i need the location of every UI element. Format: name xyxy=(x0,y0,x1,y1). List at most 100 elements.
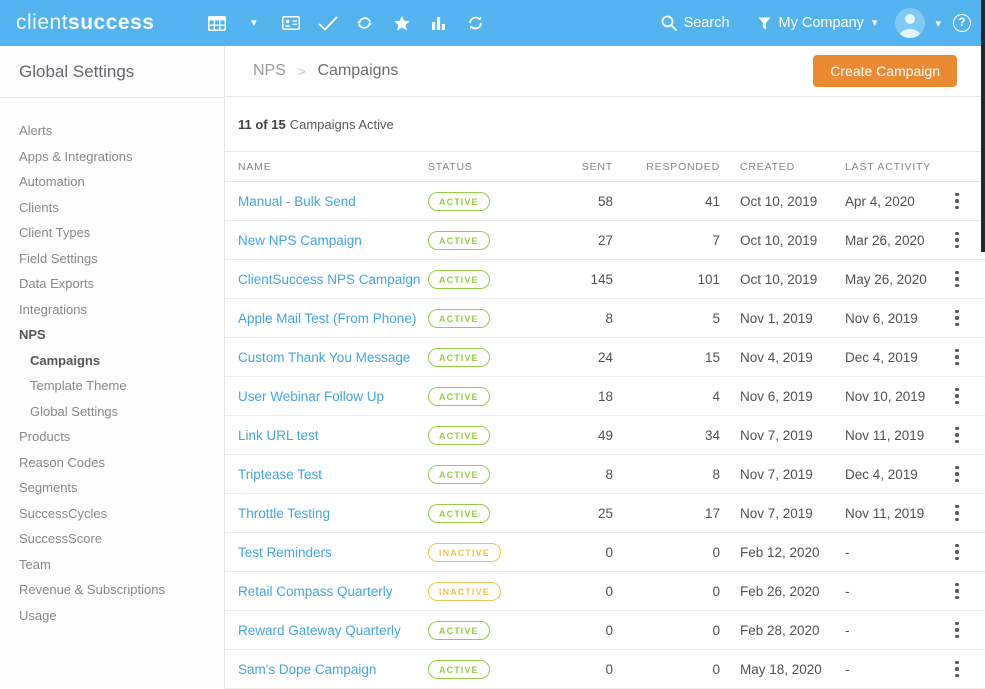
table-row: Custom Thank You Message ACTIVE 24 15 No… xyxy=(225,338,985,378)
row-actions-kebab-icon[interactable] xyxy=(952,268,962,291)
campaign-name-link[interactable]: ClientSuccess NPS Campaign xyxy=(238,271,421,287)
breadcrumb-nps-link[interactable]: NPS xyxy=(253,62,286,80)
campaign-name-link[interactable]: Triptease Test xyxy=(238,466,323,482)
responded-value: 41 xyxy=(704,193,720,209)
sidebar-item-products[interactable]: Products xyxy=(0,424,224,450)
campaign-name-link[interactable]: Throttle Testing xyxy=(238,505,331,521)
row-actions-kebab-icon[interactable] xyxy=(952,541,962,564)
reports-bar-chart-icon[interactable] xyxy=(420,8,457,38)
sidebar-item-field-settings[interactable]: Field Settings xyxy=(0,246,224,272)
refresh-cycle-icon[interactable] xyxy=(457,8,494,38)
settings-sidebar: Global Settings Alerts Apps & Integratio… xyxy=(0,46,225,689)
row-actions-kebab-icon[interactable] xyxy=(952,502,962,525)
tasks-check-icon[interactable] xyxy=(309,8,346,38)
sidebar-item-template-theme[interactable]: Template Theme xyxy=(0,373,224,399)
sidebar-item-apps-integrations[interactable]: Apps & Integrations xyxy=(0,144,224,170)
sidebar-item-global-settings[interactable]: Global Settings xyxy=(0,399,224,425)
campaign-name-link[interactable]: New NPS Campaign xyxy=(238,232,362,248)
column-header-responded[interactable]: RESPONDED xyxy=(646,160,720,173)
active-count: 11 of 15 xyxy=(238,116,286,132)
sidebar-item-clients[interactable]: Clients xyxy=(0,195,224,221)
sidebar-item-alerts[interactable]: Alerts xyxy=(0,118,224,144)
scrollbar-remnant[interactable] xyxy=(981,0,985,252)
row-actions-kebab-icon[interactable] xyxy=(952,346,962,369)
global-search[interactable]: Search xyxy=(661,15,730,31)
responded-value: 0 xyxy=(712,622,720,638)
sidebar-item-nps[interactable]: NPS xyxy=(0,322,224,348)
created-date: Nov 6, 2019 xyxy=(740,388,813,404)
status-badge: INACTIVE xyxy=(428,581,501,601)
campaign-name-link[interactable]: Sam's Dope Campaign xyxy=(238,661,377,677)
campaign-name-link[interactable]: Custom Thank You Message xyxy=(238,349,411,365)
campaign-name-link[interactable]: Link URL test xyxy=(238,427,319,443)
row-actions-kebab-icon[interactable] xyxy=(952,190,962,213)
row-actions-kebab-icon[interactable] xyxy=(952,424,962,447)
clients-contact-card-icon[interactable] xyxy=(272,8,309,38)
grid-caret-down-icon[interactable]: ▾ xyxy=(251,16,257,29)
last-activity-date: Mar 26, 2020 xyxy=(845,232,925,248)
column-header-status[interactable]: STATUS xyxy=(428,160,473,173)
campaigns-table-body: Manual - Bulk Send ACTIVE 58 41 Oct 10, … xyxy=(225,182,985,689)
column-header-created[interactable]: CREATED xyxy=(740,160,795,173)
last-activity-date: Nov 10, 2019 xyxy=(845,388,926,404)
responded-value: 4 xyxy=(712,388,720,404)
filter-funnel-icon xyxy=(758,17,771,29)
sidebar-item-label: Revenue & Subscriptions xyxy=(19,582,165,598)
campaign-name-link[interactable]: Reward Gateway Quarterly xyxy=(238,622,401,638)
column-header-last-activity[interactable]: LAST ACTIVITY xyxy=(845,160,932,173)
row-actions-kebab-icon[interactable] xyxy=(952,385,962,408)
user-avatar[interactable] xyxy=(895,8,926,38)
row-actions-kebab-icon[interactable] xyxy=(952,463,962,486)
last-activity-date: Dec 4, 2019 xyxy=(845,466,918,482)
favorites-star-icon[interactable] xyxy=(383,8,420,38)
row-actions-kebab-icon[interactable] xyxy=(952,580,962,603)
created-date: Nov 7, 2019 xyxy=(740,427,813,443)
sidebar-item-integrations[interactable]: Integrations xyxy=(0,297,224,323)
row-actions-kebab-icon[interactable] xyxy=(952,229,962,252)
responded-value: 0 xyxy=(712,661,720,677)
logo-light-part: client xyxy=(16,11,69,34)
table-row: Link URL test ACTIVE 49 34 Nov 7, 2019 N… xyxy=(225,416,985,456)
sent-value: 0 xyxy=(605,583,613,599)
sidebar-item-segments[interactable]: Segments xyxy=(0,475,224,501)
row-actions-kebab-icon[interactable] xyxy=(952,619,962,642)
row-actions-kebab-icon[interactable] xyxy=(952,658,962,681)
sidebar-item-usage[interactable]: Usage xyxy=(0,603,224,629)
company-filter-dropdown[interactable]: My Company ▾ xyxy=(758,15,877,31)
last-activity-date: Apr 4, 2020 xyxy=(845,193,915,209)
table-row: User Webinar Follow Up ACTIVE 18 4 Nov 6… xyxy=(225,377,985,417)
user-menu-caret-down-icon[interactable]: ▾ xyxy=(935,17,941,30)
responded-value: 7 xyxy=(712,232,720,248)
sidebar-item-label: Field Settings xyxy=(19,250,98,266)
sidebar-item-successscore[interactable]: SuccessScore xyxy=(0,526,224,552)
created-date: Feb 12, 2020 xyxy=(740,544,820,560)
help-icon[interactable]: ? xyxy=(953,14,971,32)
sidebar-item-automation[interactable]: Automation xyxy=(0,169,224,195)
sidebar-item-client-types[interactable]: Client Types xyxy=(0,220,224,246)
sidebar-item-reason-codes[interactable]: Reason Codes xyxy=(0,450,224,476)
campaign-name-link[interactable]: Retail Compass Quarterly xyxy=(238,583,393,599)
column-header-sent[interactable]: SENT xyxy=(581,160,613,173)
breadcrumb: NPS > Campaigns xyxy=(253,62,398,80)
sidebar-item-team[interactable]: Team xyxy=(0,552,224,578)
sidebar-item-revenue-subscriptions[interactable]: Revenue & Subscriptions xyxy=(0,577,224,603)
column-header-name[interactable]: NAME xyxy=(238,160,272,173)
sidebar-item-successcycles[interactable]: SuccessCycles xyxy=(0,501,224,527)
campaign-name-link[interactable]: Apple Mail Test (From Phone) xyxy=(238,310,417,326)
sidebar-item-campaigns[interactable]: Campaigns xyxy=(0,348,224,374)
row-actions-kebab-icon[interactable] xyxy=(952,307,962,330)
sidebar-item-data-exports[interactable]: Data Exports xyxy=(0,271,224,297)
successcycles-sync-icon[interactable] xyxy=(346,8,383,38)
sync-icon xyxy=(357,17,373,29)
created-date: Feb 26, 2020 xyxy=(740,583,820,599)
create-campaign-button[interactable]: Create Campaign xyxy=(813,55,957,88)
dashboard-grid-icon[interactable] xyxy=(198,8,235,38)
campaign-name-link[interactable]: User Webinar Follow Up xyxy=(238,388,385,404)
sidebar-item-label: Global Settings xyxy=(30,403,119,419)
created-date: Nov 1, 2019 xyxy=(740,310,813,326)
clientsuccess-logo[interactable]: clientsuccess xyxy=(16,11,154,35)
sidebar-item-label: NPS xyxy=(19,327,46,343)
campaign-name-link[interactable]: Manual - Bulk Send xyxy=(238,193,356,209)
campaign-name-link[interactable]: Test Reminders xyxy=(238,544,332,560)
sidebar-item-label: Usage xyxy=(19,607,57,623)
